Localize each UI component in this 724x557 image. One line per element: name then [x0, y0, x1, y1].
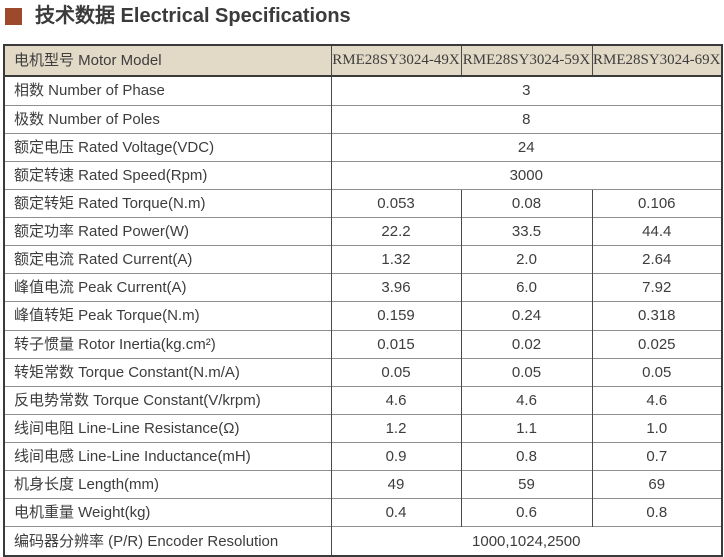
spec-value-cell-merged: 24 — [330, 132, 722, 162]
spec-value-cell: 0.053 — [330, 188, 461, 218]
model-header-cell-69x: RME28SY3024-69X — [591, 45, 722, 77]
spec-label-cell: 额定电流 Rated Current(A) — [4, 245, 331, 274]
spec-value-cell: 6.0 — [460, 273, 592, 302]
spec-label-cell: 峰值转矩 Peak Torque(N.m) — [4, 301, 331, 330]
spec-value-cell-merged: 1000,1024,2500 — [330, 526, 722, 556]
table-body: 相数 Number of Phase 3 极数 Number of Poles 8 额定… — [4, 75, 722, 556]
spec-value-cell: 2.0 — [460, 245, 592, 274]
spec-label-cell: 线间电感 Line-Line Inductance(mH) — [4, 441, 331, 471]
spec-value-cell: 0.4 — [330, 498, 461, 527]
spec-label-cell: 编码器分辨率 (P/R) Encoder Resolution — [4, 526, 331, 556]
spec-value-cell: 0.8 — [460, 441, 592, 471]
spec-value-cell: 33.5 — [460, 216, 592, 246]
spec-value-cell: 0.24 — [460, 301, 592, 330]
spec-value-cell: 4.6 — [591, 385, 722, 415]
spec-label-cell: 峰值电流 Peak Current(A) — [4, 273, 331, 302]
spec-value-cell: 1.2 — [330, 413, 461, 443]
spec-value-cell: 0.015 — [330, 329, 461, 359]
page-title: 技术数据 Electrical Specifications — [35, 5, 351, 27]
spec-row-6: 额定电流 Rated Current(A) 1.32 2.0 2.64 — [4, 245, 722, 274]
spec-value-cell: 49 — [330, 470, 461, 499]
spec-label-cell: 额定电压 Rated Voltage(VDC) — [4, 132, 331, 162]
table-header-row: 电机型号 Motor Model RME28SY3024-49X RME28SY… — [4, 45, 722, 77]
spec-row-0: 相数 Number of Phase 3 — [4, 75, 722, 105]
spec-label-cell: 线间电阻 Line-Line Resistance(Ω) — [4, 413, 331, 443]
spec-value-cell: 4.6 — [330, 385, 461, 415]
spec-value-cell: 0.05 — [460, 357, 592, 387]
spec-value-cell: 3.96 — [330, 273, 461, 302]
spec-value-cell-merged: 3 — [330, 75, 722, 105]
spec-row-14: 机身长度 Length(mm) 49 59 69 — [4, 470, 722, 499]
spec-value-cell: 69 — [591, 470, 722, 499]
spec-value-cell: 0.08 — [460, 188, 592, 218]
spec-value-cell: 2.64 — [591, 245, 722, 274]
spec-row-9: 转子惯量 Rotor Inertia(kg.cm²) 0.015 0.02 0.025 — [4, 329, 722, 359]
spec-row-3: 额定转速 Rated Speed(Rpm) 3000 — [4, 160, 722, 190]
model-header-cell-59x: RME28SY3024-59X — [460, 45, 592, 77]
spec-label-cell: 额定转速 Rated Speed(Rpm) — [4, 160, 331, 190]
spec-row-10: 转矩常数 Torque Constant(N.m/A) 0.05 0.05 0.05 — [4, 357, 722, 387]
spec-row-7: 峰值电流 Peak Current(A) 3.96 6.0 7.92 — [4, 273, 722, 302]
spec-row-2: 额定电压 Rated Voltage(VDC) 24 — [4, 132, 722, 162]
spec-row-16: 编码器分辨率 (P/R) Encoder Resolution 1000,1024… — [4, 526, 722, 556]
spec-label-cell: 额定功率 Rated Power(W) — [4, 216, 331, 246]
model-header-cell-49x: RME28SY3024-49X — [330, 45, 461, 77]
spec-row-13: 线间电感 Line-Line Inductance(mH) 0.9 0.8 0.7 — [4, 441, 722, 471]
spec-label-cell: 转矩常数 Torque Constant(N.m/A) — [4, 357, 331, 387]
spec-value-cell: 0.02 — [460, 329, 592, 359]
spec-value-cell: 0.025 — [591, 329, 722, 359]
spec-value-cell: 1.1 — [460, 413, 592, 443]
spec-label-cell: 电机重量 Weight(kg) — [4, 498, 331, 527]
spec-row-8: 峰值转矩 Peak Torque(N.m) 0.159 0.24 0.318 — [4, 301, 722, 330]
spec-value-cell: 44.4 — [591, 216, 722, 246]
spec-value-cell: 0.7 — [591, 441, 722, 471]
spec-value-cell: 0.318 — [591, 301, 722, 330]
spec-label-cell: 转子惯量 Rotor Inertia(kg.cm²) — [4, 329, 331, 359]
spec-label-cell: 极数 Number of Poles — [4, 104, 331, 134]
spec-value-cell: 0.05 — [330, 357, 461, 387]
spec-value-cell: 0.05 — [591, 357, 722, 387]
spec-label-cell: 相数 Number of Phase — [4, 75, 331, 105]
spec-value-cell: 59 — [460, 470, 592, 499]
spec-row-11: 反电势常数 Torque Constant(V/krpm) 4.6 4.6 4.6 — [4, 385, 722, 415]
motor-model-header-label: 电机型号 Motor Model — [4, 45, 331, 77]
spec-value-cell-merged: 8 — [330, 104, 722, 134]
spec-row-4: 额定转矩 Rated Torque(N.m) 0.053 0.08 0.106 — [4, 188, 722, 218]
spec-value-cell: 0.6 — [460, 498, 592, 527]
spec-value-cell: 1.0 — [591, 413, 722, 443]
spec-value-cell: 1.32 — [330, 245, 461, 274]
spec-label-cell: 反电势常数 Torque Constant(V/krpm) — [4, 385, 331, 415]
spec-value-cell: 0.9 — [330, 441, 461, 471]
section-header: 技术数据 Electrical Specifications — [5, 5, 351, 27]
spec-row-15: 电机重量 Weight(kg) 0.4 0.6 0.8 — [4, 498, 722, 527]
spec-row-12: 线间电阻 Line-Line Resistance(Ω) 1.2 1.1 1.0 — [4, 413, 722, 443]
spec-value-cell: 7.92 — [591, 273, 722, 302]
spec-value-cell: 22.2 — [330, 216, 461, 246]
spec-row-5: 额定功率 Rated Power(W) 22.2 33.5 44.4 — [4, 216, 722, 246]
spec-row-1: 极数 Number of Poles 8 — [4, 104, 722, 134]
spec-value-cell: 0.8 — [591, 498, 722, 527]
spec-value-cell: 0.106 — [591, 188, 722, 218]
spec-label-cell: 机身长度 Length(mm) — [4, 470, 331, 499]
spec-value-cell: 4.6 — [460, 385, 592, 415]
spec-value-cell: 0.159 — [330, 301, 461, 330]
spec-label-cell: 额定转矩 Rated Torque(N.m) — [4, 188, 331, 218]
section-bullet-icon — [5, 7, 22, 25]
spec-value-cell-merged: 3000 — [330, 160, 722, 190]
electrical-specs-table: 电机型号 Motor Model RME28SY3024-49X RME28SY… — [3, 44, 723, 557]
